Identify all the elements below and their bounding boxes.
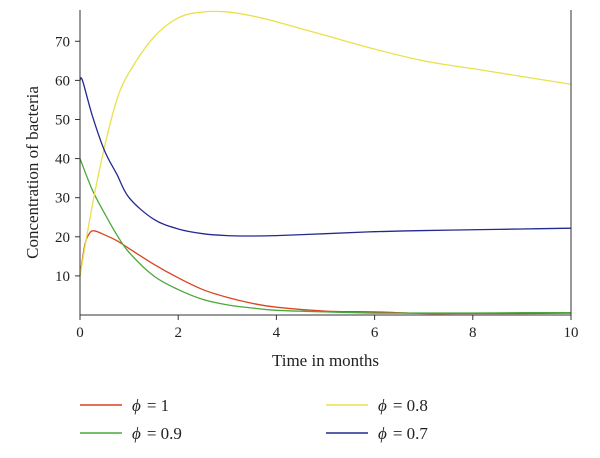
y-tick-label: 30: [55, 191, 70, 207]
x-tick-label: 6: [371, 325, 379, 341]
legend-value: = 0.7: [393, 424, 429, 443]
plot-area: [80, 10, 571, 315]
x-tick-label: 0: [76, 325, 84, 341]
series-line-2: [80, 158, 571, 314]
x-tick-label: 10: [564, 325, 579, 341]
y-tick-label: 20: [55, 230, 70, 246]
x-tick-label: 4: [273, 325, 281, 341]
legend-entry-label: ϕ = 0.9: [132, 424, 182, 443]
legend-value: = 1: [147, 396, 169, 415]
axes: [79, 10, 572, 316]
x-axis-label: Time in months: [272, 351, 379, 370]
legend-entry-label: ϕ = 0.7: [378, 424, 428, 443]
legend-entry-label: ϕ = 0.8: [378, 396, 428, 415]
legend-value: = 0.8: [393, 396, 428, 415]
y-tick-label: 10: [55, 269, 70, 285]
legend-symbol: ϕ: [378, 424, 387, 443]
y-tick-label: 40: [55, 152, 70, 168]
series-line-4: [80, 77, 571, 237]
y-tick-label: 50: [55, 112, 70, 128]
legend-symbol: ϕ: [378, 396, 387, 415]
legend-value: = 0.9: [147, 424, 182, 443]
ticks: 0 2 4 6 8 10 10 20 30 40 50 60 70: [55, 34, 579, 341]
x-tick-label: 8: [469, 325, 477, 341]
legend-symbol: ϕ: [132, 424, 141, 443]
legend: ϕ = 1 ϕ = 0.8 ϕ = 0.9 ϕ = 0.7: [80, 396, 428, 443]
y-tick-label: 60: [55, 73, 70, 89]
y-axis-label: Concentration of bacteria: [23, 86, 42, 259]
y-tick-label: 70: [55, 34, 70, 50]
x-tick-label: 2: [174, 325, 182, 341]
legend-symbol: ϕ: [132, 396, 141, 415]
legend-entry-label: ϕ = 1: [132, 396, 169, 415]
series-line-1: [80, 230, 571, 315]
series-line-3: [80, 10, 571, 277]
